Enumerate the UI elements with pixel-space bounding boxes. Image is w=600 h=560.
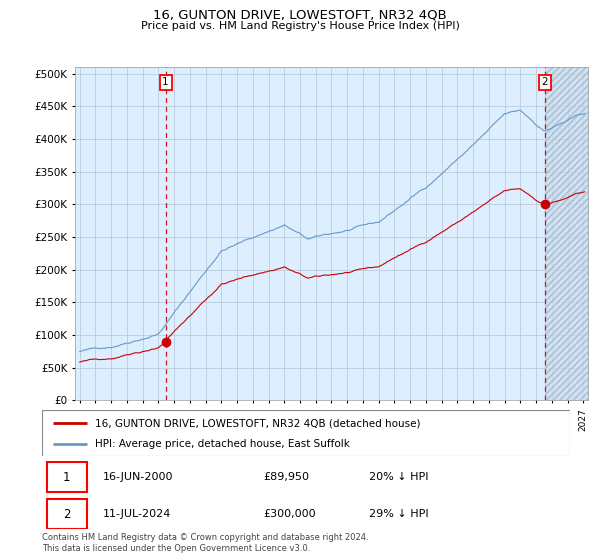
Text: 2: 2 [63, 508, 71, 521]
Text: £89,950: £89,950 [264, 472, 310, 482]
Text: 16-JUN-2000: 16-JUN-2000 [103, 472, 173, 482]
Text: HPI: Average price, detached house, East Suffolk: HPI: Average price, detached house, East… [95, 439, 350, 449]
Text: Price paid vs. HM Land Registry's House Price Index (HPI): Price paid vs. HM Land Registry's House … [140, 21, 460, 31]
Text: 20% ↓ HPI: 20% ↓ HPI [370, 472, 429, 482]
Text: 16, GUNTON DRIVE, LOWESTOFT, NR32 4QB (detached house): 16, GUNTON DRIVE, LOWESTOFT, NR32 4QB (d… [95, 418, 420, 428]
FancyBboxPatch shape [42, 410, 570, 456]
Text: £300,000: £300,000 [264, 509, 316, 519]
Text: 1: 1 [63, 471, 71, 484]
Text: 11-JUL-2024: 11-JUL-2024 [103, 509, 171, 519]
Text: 29% ↓ HPI: 29% ↓ HPI [370, 509, 429, 519]
Text: 16, GUNTON DRIVE, LOWESTOFT, NR32 4QB: 16, GUNTON DRIVE, LOWESTOFT, NR32 4QB [153, 9, 447, 22]
Text: Contains HM Land Registry data © Crown copyright and database right 2024.
This d: Contains HM Land Registry data © Crown c… [42, 533, 368, 553]
Text: 1: 1 [162, 77, 169, 87]
Text: 2: 2 [541, 77, 548, 87]
FancyBboxPatch shape [47, 499, 87, 529]
FancyBboxPatch shape [47, 462, 87, 492]
